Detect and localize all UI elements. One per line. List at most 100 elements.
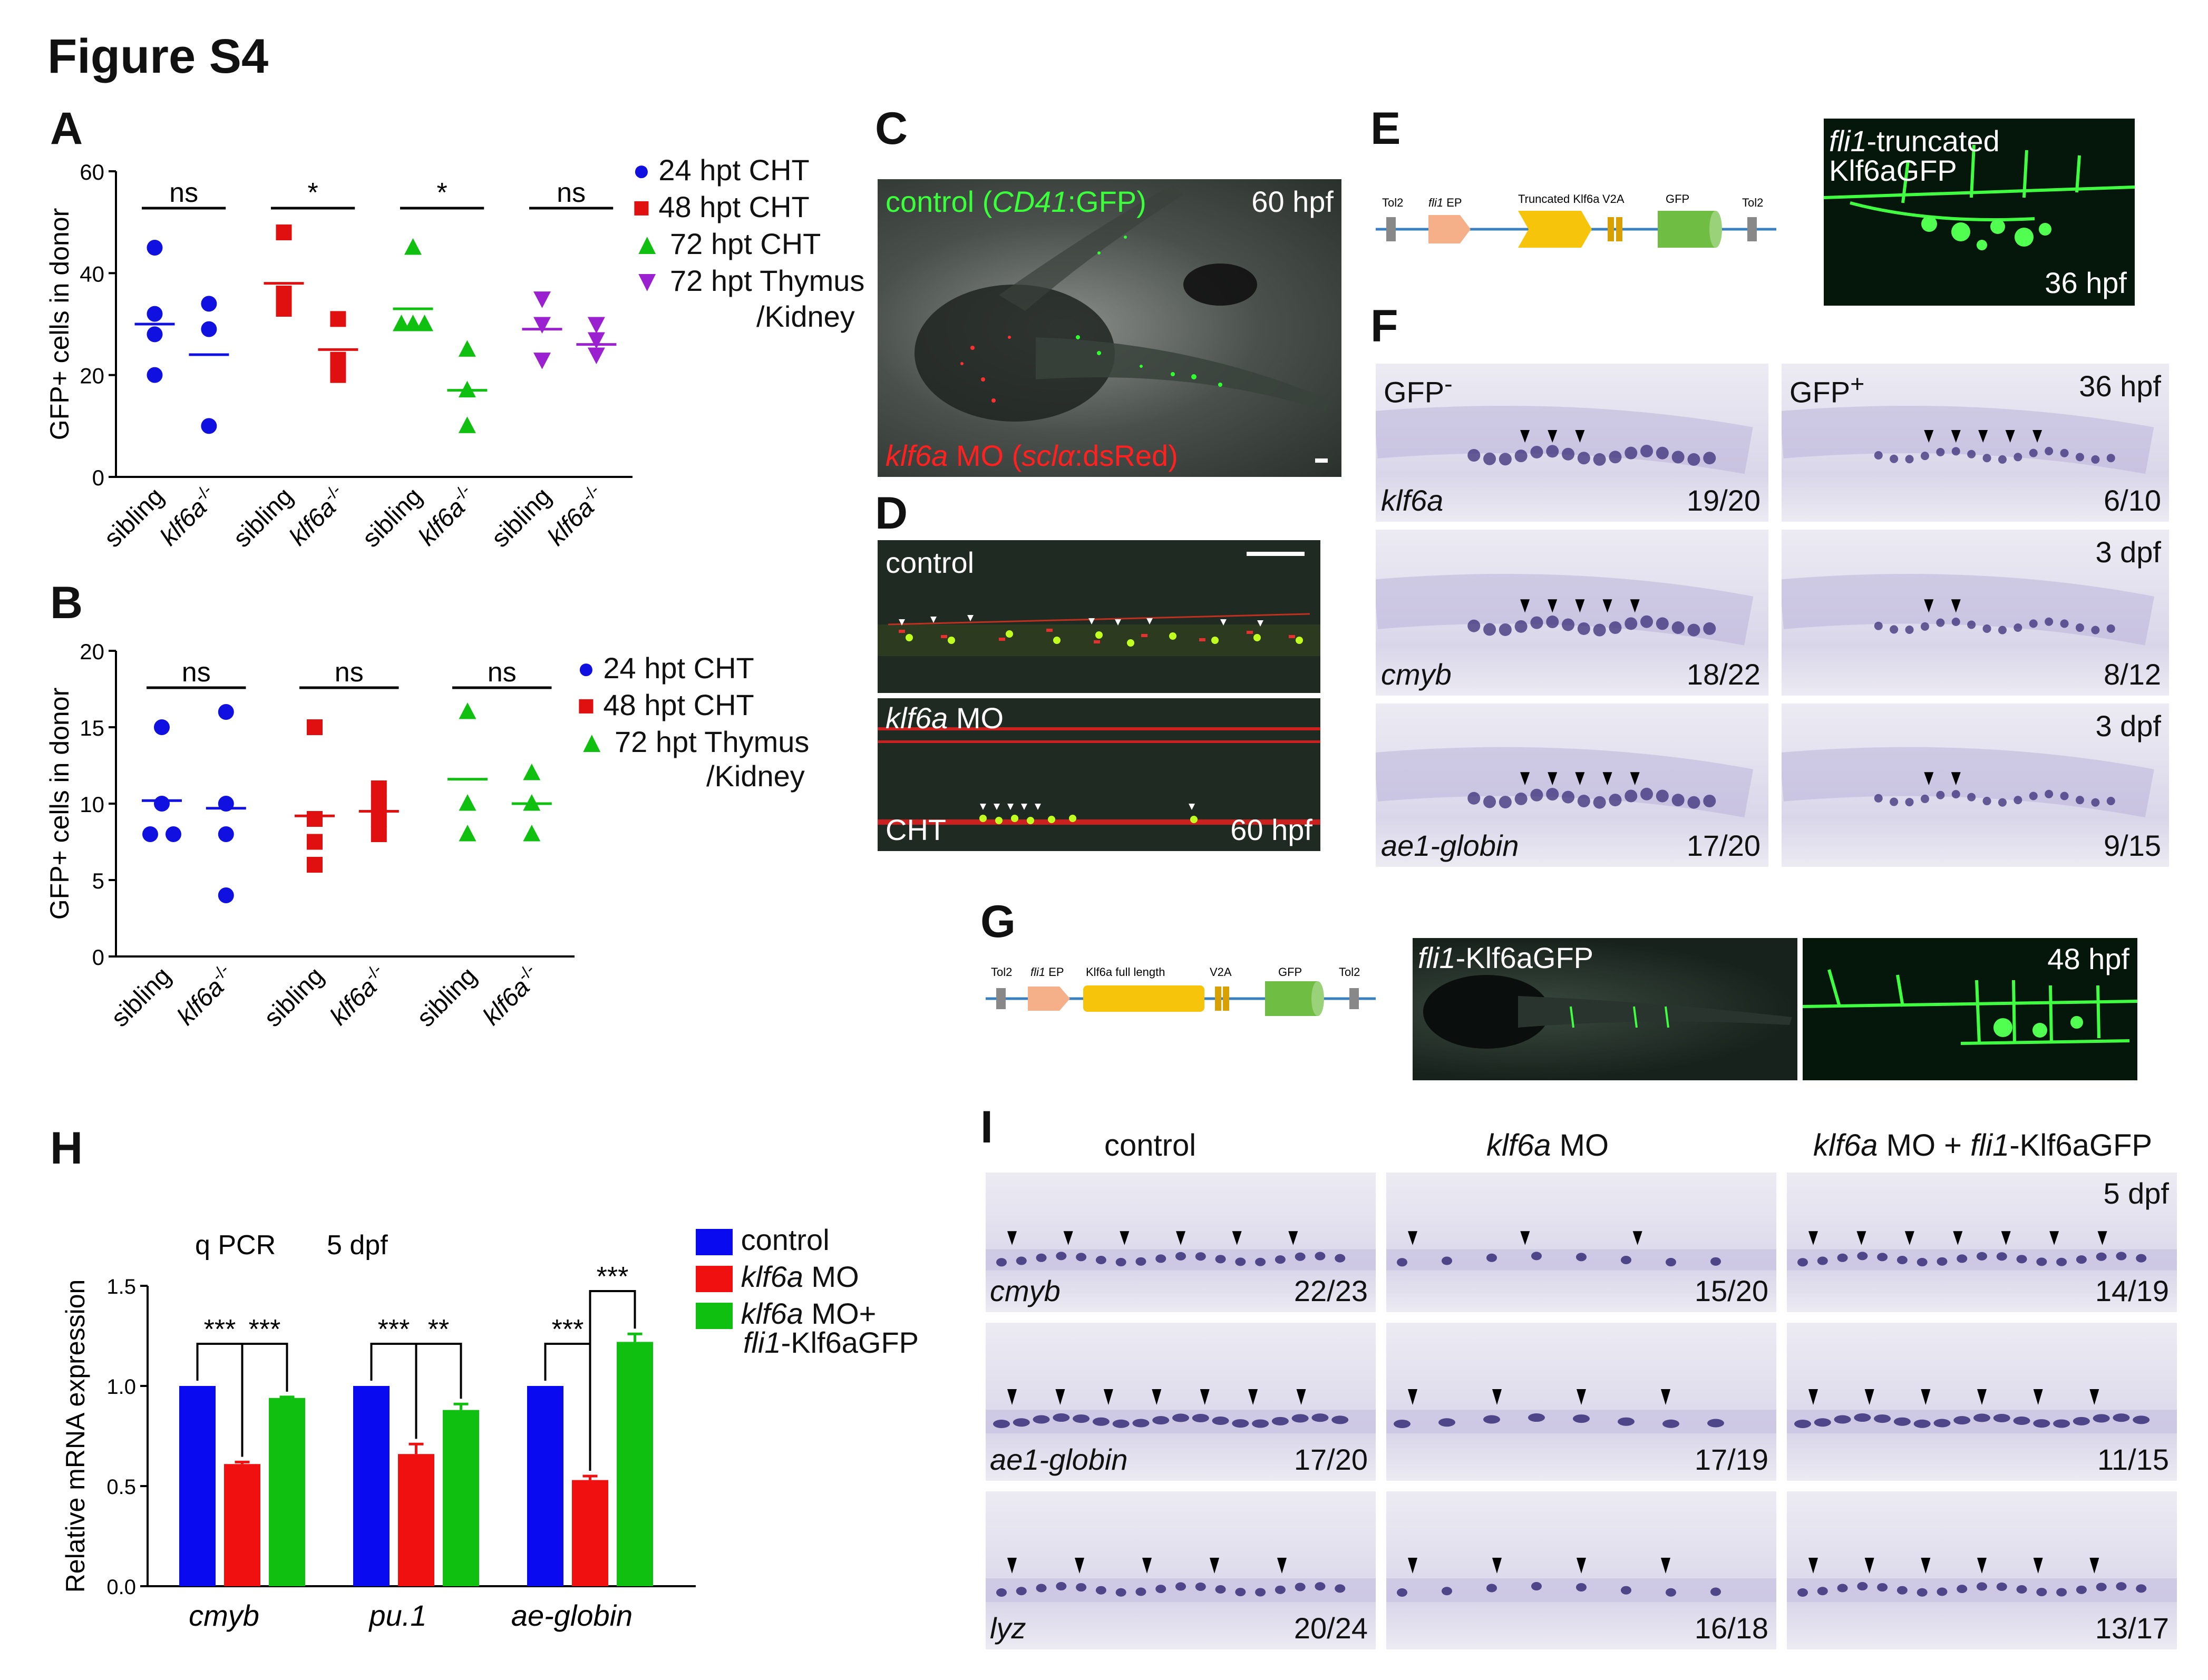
x-tick-label: sibling [259, 962, 329, 1032]
data-point [330, 311, 346, 327]
y-tick-label: 0.0 [106, 1576, 136, 1599]
panel-i-count: 15/20 [1694, 1274, 1768, 1307]
significance-label: ** [428, 1314, 449, 1345]
legend-b-item: ▲ 72 hpt Thymus [577, 725, 810, 758]
embryo-illustration [915, 184, 1331, 463]
arrowhead-icon [1856, 1231, 1866, 1245]
panel-f-gfp-minus: GFP- [1384, 370, 1453, 409]
panel-i-col-mo: klf6a MO [1486, 1128, 1609, 1163]
panel-i-ish-image: lyz 20/24 [986, 1491, 1376, 1649]
legend-h-rescue: klf6a MO+ [696, 1296, 876, 1331]
panel-i-time: 5 dpf [2103, 1177, 2169, 1210]
arrowhead-icon [1277, 1558, 1287, 1574]
arrowhead-icon [1520, 599, 1530, 613]
panel-i-count: 17/20 [1293, 1443, 1368, 1476]
arrowhead-icon [1661, 1558, 1670, 1574]
arrowhead-icon [1520, 772, 1530, 785]
data-point [330, 351, 346, 368]
y-tick-label: 20 [80, 364, 104, 388]
data-point [307, 834, 323, 850]
arrowhead-icon [1296, 1389, 1306, 1405]
x-tick-label: klf6a-/- [153, 481, 223, 551]
data-point [458, 340, 476, 357]
arrowhead-icon [1924, 772, 1934, 785]
panel-d-control-label: control [886, 546, 975, 579]
panel-f-gene-label: klf6a [1381, 484, 1444, 517]
panel-f-count: 19/20 [1686, 484, 1760, 517]
y-tick-label: 1.0 [106, 1375, 136, 1399]
panel-d-control-image: control [878, 540, 1320, 693]
arrowhead-icon [2089, 1558, 2099, 1574]
data-point [587, 347, 605, 364]
legend-a-item-cont: /Kidney [756, 300, 855, 333]
panel-i-col-rescue: klf6a MO + fli1-Klf6aGFP [1813, 1128, 2153, 1163]
legend-a-item: ▼ 72 hpt Thymus [633, 264, 865, 297]
x-tick-label: klf6a-/- [170, 960, 241, 1031]
y-tick-label: 1.5 [106, 1275, 136, 1298]
arrowhead-icon [1548, 772, 1558, 785]
panel-c-time: 60 hpf [1251, 185, 1334, 218]
panel-f-time: 3 dpf [2095, 709, 2161, 743]
arrowhead-icon [1575, 772, 1585, 785]
arrowhead-icon [1176, 1231, 1185, 1245]
legend-b-item-cont: /Kidney [706, 759, 805, 793]
arrowhead-icon [2001, 1231, 2011, 1245]
arrowhead-icon [1210, 1558, 1219, 1574]
x-tick-label: sibling [106, 962, 177, 1032]
construct-e-truncated: Truncated Klf6a [1518, 192, 1600, 206]
panel-d-mo-image: klf6a MO CHT 60 hpf [878, 698, 1320, 851]
arrowhead-icon [1007, 1389, 1017, 1405]
data-point [166, 826, 181, 842]
arrowhead-icon [1808, 1231, 1818, 1245]
panel-i-count: 17/19 [1694, 1443, 1768, 1476]
y-axis-label: Relative mRNA expression [61, 1279, 90, 1593]
bar [572, 1480, 608, 1586]
construct-g-tol2-left: Tol2 [991, 965, 1012, 979]
data-point [533, 317, 551, 334]
significance-bracket [415, 1343, 462, 1439]
data-point [201, 321, 217, 337]
legend-a-item: ● 24 hpt CHT [633, 153, 810, 187]
data-point [218, 826, 234, 842]
arrowhead-icon [1408, 1231, 1417, 1245]
panel-g-image-bright: fli1-Klf6aGFP [1413, 938, 1797, 1080]
x-tick-label: cmyb [189, 1599, 259, 1632]
legend-a-item: ▲ 72 hpt CHT [633, 227, 821, 260]
significance-label: ns [488, 657, 517, 688]
panel-i-count: 11/15 [2097, 1443, 2169, 1476]
construct-g-full: Klf6a full length [1086, 965, 1165, 979]
arrowhead-icon [1288, 1231, 1298, 1245]
panel-label-d: D [875, 488, 908, 539]
panel-f-count: 18/22 [1686, 658, 1760, 691]
significance-label: ns [335, 657, 364, 688]
bar [269, 1398, 305, 1586]
construct-g-ep: fli1 EP [1030, 965, 1064, 979]
series-2 [448, 702, 552, 842]
arrowhead-icon [2097, 1231, 2107, 1245]
data-point [276, 301, 292, 317]
significance-label: * [437, 178, 448, 208]
arrowhead-icon [1103, 1389, 1113, 1405]
panel-e-image-time: 36 hpf [2045, 266, 2127, 299]
data-point [404, 315, 422, 331]
arrowhead-icon [1120, 1231, 1130, 1245]
arrowhead-icon [1548, 599, 1558, 613]
significance-label: *** [378, 1314, 410, 1345]
data-point [523, 825, 541, 842]
panel-c-image: control (CD41:GFP) 60 hpf klf6a MO (sclα… [878, 179, 1341, 477]
series-0 [134, 240, 229, 434]
construct-g-gfp: GFP [1278, 965, 1302, 979]
significance-label: *** [204, 1314, 236, 1345]
x-tick-label: sibling [412, 962, 482, 1032]
legend-h: control klf6a MO klf6a MO+ fli1-Klf6aGFP [696, 1223, 970, 1360]
x-tick-label: klf6a-/- [323, 960, 394, 1031]
panel-d-cht-label: CHT [886, 813, 947, 846]
panel-i-count: 13/17 [2095, 1611, 2169, 1645]
significance-label: *** [597, 1262, 629, 1292]
x-tick-label: sibling [487, 482, 557, 553]
legend-b: ● 24 hpt CHT ■ 48 hpt CHT ▲ 72 hpt Thymu… [577, 651, 872, 809]
series-1 [295, 719, 399, 873]
panel-e-image: fli1-truncated Klf6aGFP 36 hpf [1824, 119, 2135, 306]
